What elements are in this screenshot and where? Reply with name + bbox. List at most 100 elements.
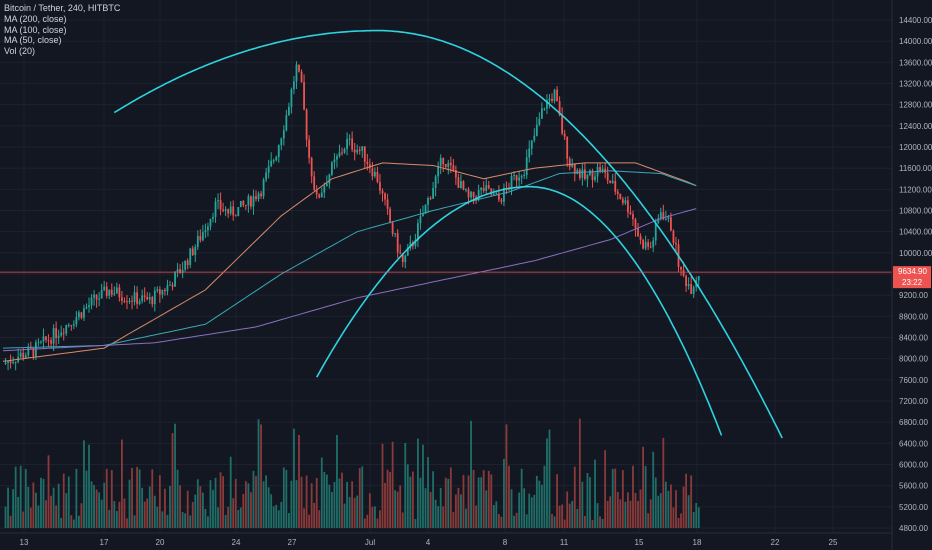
volume-bar: [171, 433, 174, 528]
candle-body: [566, 136, 569, 159]
volume-bar: [176, 469, 179, 528]
volume-bar: [103, 482, 106, 528]
candle-body: [65, 325, 68, 334]
volume-bar: [298, 434, 300, 528]
candle-body: [485, 185, 488, 191]
candle-body: [500, 199, 503, 202]
volume-bar: [629, 500, 632, 528]
candle-body: [209, 218, 212, 227]
candle-body: [224, 209, 227, 211]
volume-bar: [222, 476, 225, 528]
candle-body: [239, 200, 242, 208]
candle-body: [351, 138, 354, 150]
legend-vol[interactable]: Vol (20): [4, 46, 36, 57]
volume-bar: [384, 482, 386, 528]
candle-body: [158, 289, 161, 295]
volume-bar: [558, 505, 561, 528]
volume-bar: [184, 513, 187, 528]
volume-bar: [315, 478, 318, 528]
volume-bar: [573, 466, 576, 528]
volume-bar: [219, 472, 222, 528]
candle-body: [57, 335, 60, 339]
volume-bar: [414, 518, 417, 528]
legend-ma100[interactable]: MA (100, close): [4, 24, 67, 35]
candle-body: [546, 100, 548, 109]
candle-body: [255, 196, 257, 200]
candle-body: [556, 89, 558, 102]
volume-bar: [538, 480, 541, 528]
legend-ma50[interactable]: MA (50, close): [4, 35, 62, 46]
candle-body: [614, 180, 617, 192]
candle-body: [358, 149, 361, 151]
volume-bar: [126, 518, 128, 528]
candle-body: [212, 216, 214, 219]
candle-body: [619, 193, 622, 200]
candle-body: [110, 289, 113, 295]
time-tick-label: 4: [426, 538, 431, 547]
volume-bar: [156, 506, 159, 528]
candle-body: [487, 185, 490, 189]
candle-body: [687, 284, 690, 287]
candle-body: [581, 169, 584, 178]
volume-bar: [675, 490, 677, 528]
volume-bar: [153, 495, 156, 528]
volume-bar: [143, 501, 146, 528]
time-axis[interactable]: 13 17 20 24 27 Jul 4 8 11 15 18 22 25: [0, 532, 892, 547]
candle-body: [242, 200, 245, 206]
candle-body: [300, 71, 303, 83]
volume-bar: [186, 490, 189, 528]
volume-bar: [237, 509, 240, 528]
volume-bar: [637, 500, 639, 528]
volume-bar: [22, 511, 25, 528]
price-tick-label: 9200.00: [899, 291, 928, 300]
volume-bar: [647, 513, 650, 528]
candle-body: [62, 332, 65, 334]
candle-body: [290, 89, 293, 107]
candle-body: [93, 294, 95, 298]
volume-bar: [566, 491, 569, 528]
volume-bar: [406, 464, 409, 528]
candle-body: [7, 361, 9, 363]
volume-bar: [677, 518, 680, 528]
candle-body: [237, 207, 240, 217]
volume-bar: [465, 508, 467, 528]
volume-bar: [492, 505, 495, 528]
candle-body: [589, 170, 591, 175]
volume-bar: [323, 471, 326, 528]
candle-body: [533, 135, 536, 141]
time-tick-label: 15: [635, 538, 644, 547]
candle-body: [184, 260, 187, 270]
candle-body: [343, 148, 346, 153]
volume-bar: [371, 506, 374, 528]
volume-bar: [664, 481, 667, 528]
volume-bar: [247, 483, 250, 528]
candle-body: [356, 149, 359, 153]
volume-bar: [515, 512, 518, 528]
volume-bar: [310, 483, 313, 528]
candle-body: [78, 312, 80, 318]
candle-body: [171, 284, 174, 287]
candle-body: [599, 167, 601, 171]
candle-body: [594, 176, 596, 180]
volume-bar: [29, 507, 32, 528]
time-tick-label: 24: [232, 538, 241, 547]
candle-body: [115, 287, 118, 294]
volume-bar: [639, 489, 642, 528]
symbol-title[interactable]: Bitcoin / Tether, 240, HITBTC: [4, 3, 121, 13]
volume-bar: [601, 518, 604, 528]
candle-body: [457, 177, 460, 188]
volume-bar: [374, 506, 376, 528]
time-tick-label: 8: [503, 538, 508, 547]
candle-body: [409, 242, 412, 248]
candle-body: [196, 235, 199, 247]
volume-bar: [196, 479, 199, 528]
volume-bar: [551, 513, 553, 528]
price-tag-value: 9634.90: [898, 267, 927, 276]
volume-bar: [460, 494, 462, 528]
candle-body: [366, 161, 369, 164]
legend-ma200[interactable]: MA (200, close): [4, 13, 67, 24]
volume-bar: [604, 450, 607, 528]
candle-body: [201, 232, 204, 241]
volume-bar: [634, 493, 637, 528]
